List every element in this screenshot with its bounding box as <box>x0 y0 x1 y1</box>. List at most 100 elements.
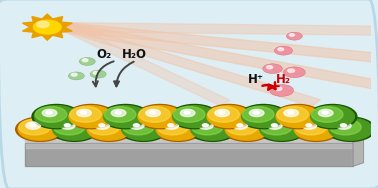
Circle shape <box>294 118 338 140</box>
Circle shape <box>42 109 57 117</box>
Circle shape <box>271 124 277 127</box>
Polygon shape <box>22 14 72 40</box>
Circle shape <box>253 111 259 114</box>
Circle shape <box>82 59 88 62</box>
Circle shape <box>122 118 166 140</box>
Circle shape <box>85 117 133 141</box>
Circle shape <box>257 117 306 141</box>
Circle shape <box>104 107 136 122</box>
Text: H⁺: H⁺ <box>248 73 264 86</box>
Circle shape <box>87 118 131 140</box>
Circle shape <box>34 106 78 127</box>
Circle shape <box>170 105 219 129</box>
Circle shape <box>242 106 285 127</box>
Circle shape <box>260 119 292 135</box>
Circle shape <box>19 119 51 135</box>
Circle shape <box>68 72 84 80</box>
Circle shape <box>288 69 294 72</box>
Circle shape <box>154 117 203 141</box>
Circle shape <box>172 106 216 127</box>
Circle shape <box>136 105 184 129</box>
FancyArrowPatch shape <box>262 82 276 89</box>
Circle shape <box>173 107 205 122</box>
Circle shape <box>99 124 105 127</box>
Circle shape <box>67 105 115 129</box>
Circle shape <box>219 111 225 114</box>
Polygon shape <box>25 134 353 143</box>
Circle shape <box>278 48 284 51</box>
Circle shape <box>284 109 299 117</box>
Circle shape <box>71 73 77 76</box>
Circle shape <box>295 119 327 135</box>
Circle shape <box>311 107 343 122</box>
Circle shape <box>122 119 154 135</box>
Circle shape <box>274 105 322 129</box>
Circle shape <box>34 20 61 34</box>
Circle shape <box>302 122 317 129</box>
Circle shape <box>53 118 96 140</box>
Circle shape <box>290 34 294 36</box>
FancyArrowPatch shape <box>114 62 134 86</box>
Circle shape <box>164 122 178 129</box>
Circle shape <box>322 111 328 114</box>
Circle shape <box>288 111 294 114</box>
Circle shape <box>81 111 87 114</box>
Circle shape <box>215 109 229 117</box>
Circle shape <box>239 105 288 129</box>
Circle shape <box>311 106 355 127</box>
Circle shape <box>191 119 223 135</box>
Polygon shape <box>64 23 378 62</box>
Circle shape <box>204 105 253 129</box>
Circle shape <box>266 66 273 69</box>
Circle shape <box>292 117 341 141</box>
Circle shape <box>32 105 81 129</box>
Polygon shape <box>62 23 378 89</box>
Circle shape <box>104 106 147 127</box>
Text: H₂O: H₂O <box>122 48 147 61</box>
Circle shape <box>184 111 190 114</box>
Circle shape <box>202 124 208 127</box>
Circle shape <box>35 107 67 122</box>
Circle shape <box>277 107 308 122</box>
Text: H₂: H₂ <box>276 73 291 86</box>
Circle shape <box>157 119 189 135</box>
Circle shape <box>226 119 257 135</box>
Circle shape <box>270 84 294 96</box>
Circle shape <box>306 124 312 127</box>
Circle shape <box>249 109 264 117</box>
FancyArrowPatch shape <box>268 84 279 90</box>
Circle shape <box>341 124 346 127</box>
Circle shape <box>156 118 200 140</box>
Circle shape <box>90 70 106 78</box>
Polygon shape <box>25 143 353 166</box>
Circle shape <box>308 105 357 129</box>
Polygon shape <box>65 23 378 35</box>
Circle shape <box>46 111 52 114</box>
Circle shape <box>88 119 119 135</box>
Circle shape <box>101 105 150 129</box>
Circle shape <box>225 118 269 140</box>
Circle shape <box>115 111 121 114</box>
Circle shape <box>138 106 182 127</box>
Circle shape <box>18 118 62 140</box>
FancyArrowPatch shape <box>93 61 114 86</box>
Circle shape <box>263 64 282 74</box>
Circle shape <box>318 109 333 117</box>
Circle shape <box>119 117 168 141</box>
Circle shape <box>26 122 40 129</box>
Circle shape <box>233 122 248 129</box>
Circle shape <box>93 71 99 74</box>
Circle shape <box>268 122 282 129</box>
Circle shape <box>146 109 160 117</box>
Circle shape <box>69 106 113 127</box>
Circle shape <box>77 109 91 117</box>
Circle shape <box>50 117 99 141</box>
Circle shape <box>237 124 243 127</box>
Circle shape <box>168 124 174 127</box>
Text: O₂: O₂ <box>96 48 111 61</box>
Circle shape <box>111 109 126 117</box>
Circle shape <box>95 122 110 129</box>
Circle shape <box>133 124 139 127</box>
Circle shape <box>30 124 36 127</box>
Circle shape <box>15 117 64 141</box>
